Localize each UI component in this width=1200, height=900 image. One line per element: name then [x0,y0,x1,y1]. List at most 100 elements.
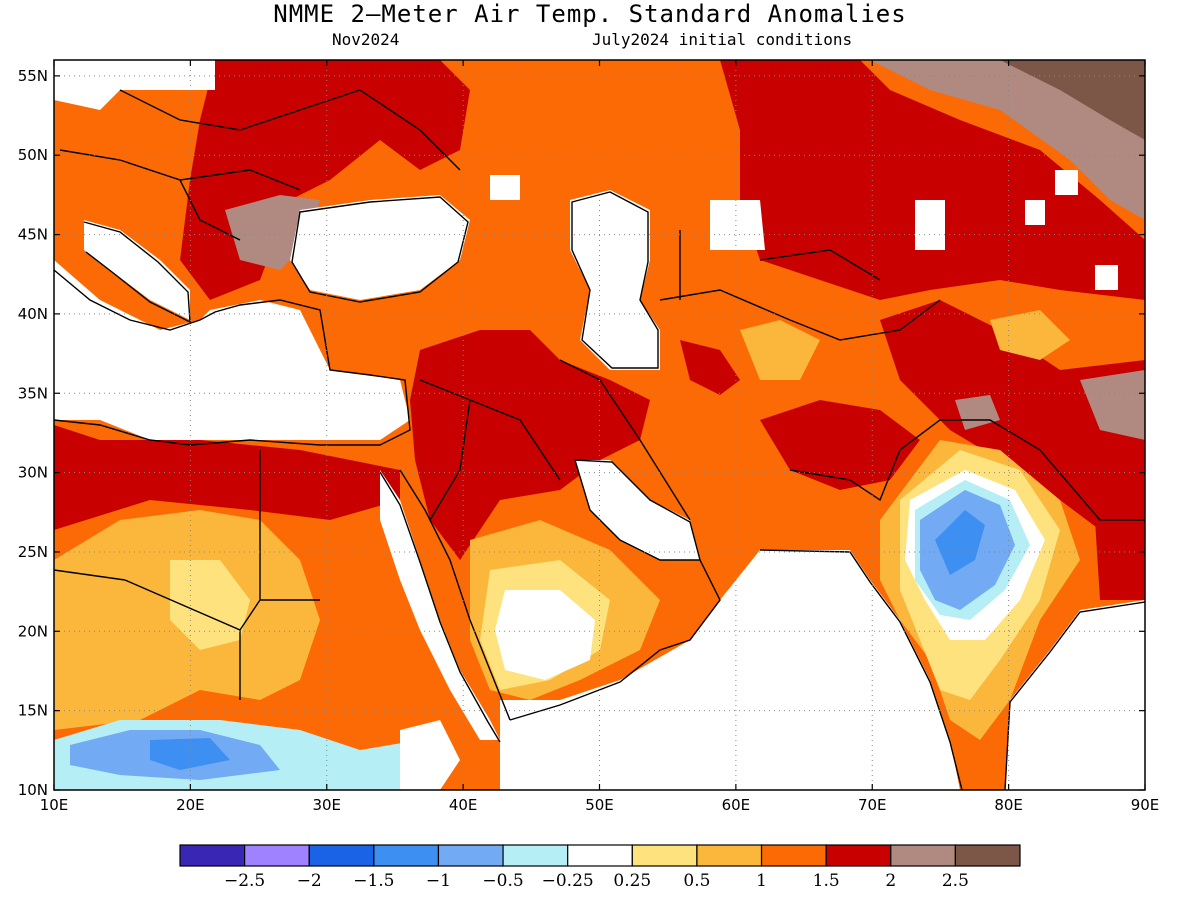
coastline-india-east [1004,601,1145,790]
anomaly-region-himalaya [880,300,1145,530]
anomaly-region-arabia-white [495,590,595,680]
lat-label: 15N [18,702,48,720]
bay-of-bengal-blank [1005,600,1145,790]
legend-swatch [437,844,504,867]
lon-label: 40E [449,796,478,814]
legend-swatch [373,844,440,867]
legend-tick-label: −0.25 [542,871,594,891]
mediterranean-sea-blank [54,260,410,440]
legend-swatch [760,844,827,867]
anomaly-region-central-asia [720,60,1145,300]
lon-label: 30E [312,796,341,814]
coastline-red-sea-east [399,469,511,721]
anomaly-region-india-blue-mid [935,510,985,575]
arabian-sea-blank [500,550,960,790]
kazakhstan-blank-3 [1025,200,1045,225]
lon-label: 90E [1131,796,1160,814]
lat-label: 35N [18,384,48,402]
border-middle-east [419,359,691,521]
anomaly-region-pakistan [760,400,920,490]
legend-swatch [890,844,956,867]
legend-tick-label: 1.5 [813,871,840,891]
kazakhstan-blank-1 [710,200,765,250]
anomaly-region-sahara-yellow [170,560,250,650]
lat-label: 55N [18,67,48,85]
anomaly-region-west-africa-lightorange [54,640,140,730]
lat-label: 10N [18,781,48,799]
anomaly-region-north-africa-strip [54,425,400,530]
border-africa [54,450,320,700]
legend-tick-label: −2 [297,871,322,891]
map-title: NMME 2–Meter Air Temp. Standard Anomalie… [273,0,907,28]
legend-swatch [244,844,310,867]
anomaly-region-afghan-lightorange [740,320,820,380]
northern-siberia-blank [1055,170,1078,195]
legend-tick-label: 0.5 [683,871,710,891]
legend-swatch [696,844,763,867]
anomaly-field [54,60,1145,790]
legend-swatch [179,844,246,867]
legend-tick-label: 1 [756,871,767,891]
anomaly-region-tibet-brown [1080,370,1145,440]
legend-swatch [502,844,569,867]
legend-tick-label: 0.25 [613,871,651,891]
lat-label: 20N [18,622,48,640]
persian-gulf-blank [575,460,700,560]
anomaly-region-sahel-blue-mid [150,738,230,770]
lat-label: 40N [18,305,48,323]
legend-labels: −2.5 −2 −1.5 −1 −0.5 −0.25 0.25 0.5 1 1.5 2 2.5 [224,871,969,891]
anomaly-region-kashmir-brown [955,395,1000,430]
color-legend [179,844,1021,867]
anomaly-region-siberia-dark [1000,60,1145,140]
lat-label: 25N [18,543,48,561]
axis-labels: 10E 20E 30E 40E 50E 60E 70E 80E 90E 10N 15N 20N 25N 3… [18,67,1160,814]
lon-label: 70E [858,796,887,814]
lon-label: 10E [40,796,69,814]
kazakhstan-blank-2 [915,200,945,250]
coastline-red-sea-west [379,471,501,743]
coastlines [54,89,1145,790]
red-sea-blank [380,470,500,740]
lat-label: 45N [18,226,48,244]
anomaly-region-middle-east [410,330,650,560]
italy-blank [84,220,190,320]
lon-label: 60E [722,796,751,814]
legend-tick-label: −1 [426,871,451,891]
balkhash-blank [1095,265,1118,290]
europe-blank [54,60,215,110]
legend-tick-label: −1.5 [353,871,394,891]
aral-blank [490,175,520,200]
coastline-italy [83,221,191,324]
coastline-arabia [509,459,721,721]
border-south-asia [789,419,1145,521]
lon-label: 80E [994,796,1023,814]
caspian-sea-blank [570,190,660,370]
lat-label: 50N [18,146,48,164]
coastline-black-sea [291,196,469,303]
legend-swatch [308,844,375,867]
coastline-mediterranean [54,269,411,446]
axis-ticks [53,60,1146,791]
black-sea-blank [290,195,470,300]
legend-tick-label: 2.5 [942,871,969,891]
legend-tick-label: −2.5 [224,871,265,891]
anomaly-region-tibet-lightorange [990,310,1070,360]
forecast-month: Nov2024 [332,30,400,49]
border-europe [59,89,461,241]
border-central-asia [659,230,941,341]
initial-conditions: July2024 initial conditions [592,30,853,49]
lat-label: 30N [18,464,48,482]
anomaly-region-siberia-brown [870,60,1145,220]
east-africa-blank [400,720,460,790]
anomaly-region-iran-north [680,340,740,395]
lon-label: 50E [585,796,614,814]
legend-swatch [825,844,892,867]
coastline-caspian [571,191,659,369]
anomaly-region-east-india [1095,510,1145,600]
legend-swatch [567,844,633,867]
legend-swatch [954,844,1021,867]
legend-tick-label: 2 [885,871,896,891]
legend-swatch [631,844,698,867]
legend-tick-label: −0.5 [482,871,523,891]
